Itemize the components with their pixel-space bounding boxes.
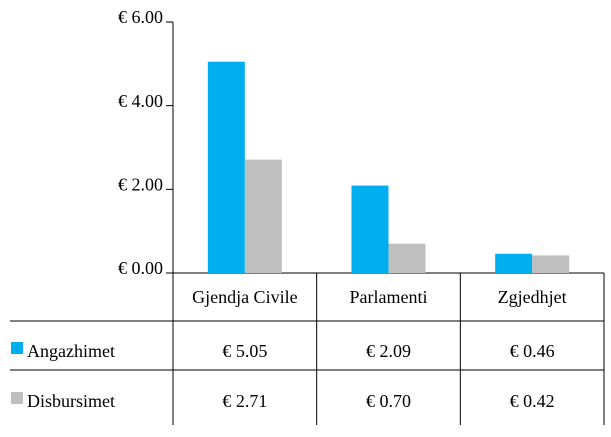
bar xyxy=(388,243,426,273)
table-value: € 0.46 xyxy=(510,341,555,361)
table-value: € 2.71 xyxy=(222,391,267,411)
legend-label: Angazhimet xyxy=(27,341,115,361)
y-tick-label: € 0.00 xyxy=(118,258,163,278)
bar xyxy=(207,61,245,273)
bar xyxy=(244,159,282,273)
legend-swatch xyxy=(11,342,23,354)
y-tick-label: € 4.00 xyxy=(118,91,163,111)
table-value: € 0.42 xyxy=(510,391,555,411)
bar xyxy=(351,185,389,273)
table-value: € 2.09 xyxy=(366,341,411,361)
x-tick-label: Parlamenti xyxy=(350,287,428,307)
legend-swatch xyxy=(11,392,23,404)
x-tick-label: Zgjedhjet xyxy=(498,287,567,307)
y-tick-label: € 6.00 xyxy=(118,7,163,27)
x-tick-label: Gjendja Civile xyxy=(192,287,297,307)
bar xyxy=(495,253,533,273)
table-value: € 0.70 xyxy=(366,391,411,411)
bar xyxy=(532,255,570,273)
table-value: € 5.05 xyxy=(222,341,267,361)
y-tick-label: € 2.00 xyxy=(118,174,163,194)
legend-label: Disbursimet xyxy=(27,391,115,411)
